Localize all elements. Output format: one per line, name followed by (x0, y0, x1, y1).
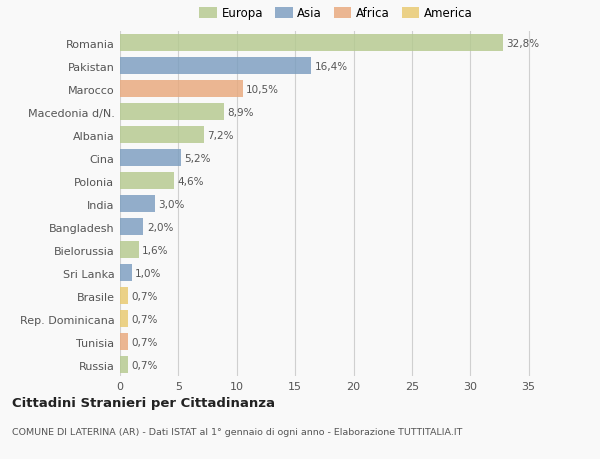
Bar (120, 356, 128, 374)
Text: 32,8%: 32,8% (506, 39, 539, 49)
Text: 3,0%: 3,0% (158, 199, 185, 209)
Bar (120, 218, 143, 236)
Text: 7,2%: 7,2% (208, 130, 234, 140)
Bar (120, 127, 204, 144)
Bar (120, 333, 128, 351)
Text: 0,7%: 0,7% (131, 291, 158, 301)
Legend: Europa, Asia, Africa, America: Europa, Asia, Africa, America (197, 5, 475, 23)
Bar (120, 241, 139, 259)
Text: Cittadini Stranieri per Cittadinanza: Cittadini Stranieri per Cittadinanza (12, 396, 275, 409)
Text: 0,7%: 0,7% (131, 314, 158, 324)
Bar (120, 196, 155, 213)
Bar (120, 58, 311, 75)
Text: 1,0%: 1,0% (135, 268, 161, 278)
Bar (120, 287, 128, 305)
Bar (120, 104, 224, 121)
Text: 5,2%: 5,2% (184, 153, 211, 163)
Text: 0,7%: 0,7% (131, 360, 158, 370)
Text: 1,6%: 1,6% (142, 245, 169, 255)
Text: 8,9%: 8,9% (227, 107, 254, 118)
Bar (120, 150, 181, 167)
Bar (120, 264, 131, 282)
Bar (120, 81, 242, 98)
Text: COMUNE DI LATERINA (AR) - Dati ISTAT al 1° gennaio di ogni anno - Elaborazione T: COMUNE DI LATERINA (AR) - Dati ISTAT al … (12, 427, 463, 436)
Bar (120, 35, 503, 52)
Text: 2,0%: 2,0% (147, 222, 173, 232)
Text: 10,5%: 10,5% (246, 84, 279, 95)
Text: 0,7%: 0,7% (131, 337, 158, 347)
Text: 4,6%: 4,6% (177, 176, 204, 186)
Text: 16,4%: 16,4% (315, 62, 348, 72)
Bar (120, 310, 128, 328)
Bar (120, 173, 174, 190)
